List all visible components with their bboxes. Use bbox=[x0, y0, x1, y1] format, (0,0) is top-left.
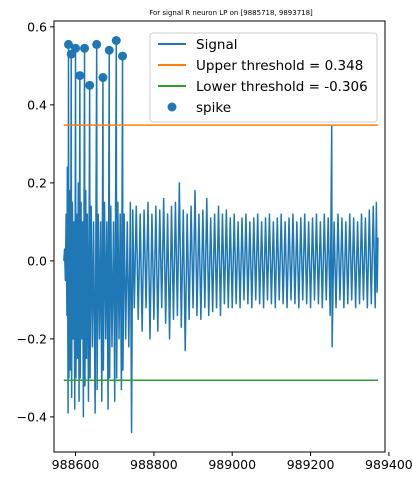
legend-spike-label: spike bbox=[196, 100, 231, 116]
plot-area bbox=[63, 36, 379, 434]
legend-signal-label: Signal bbox=[196, 37, 237, 53]
legend: Signal Upper threshold = 0.348 Lower thr… bbox=[149, 32, 378, 123]
spike-marker bbox=[80, 43, 90, 53]
spike-marker bbox=[92, 39, 102, 49]
spike-marker bbox=[75, 71, 85, 81]
spike-marker bbox=[118, 51, 128, 61]
y-tick-label: 0.6 bbox=[27, 19, 47, 34]
legend-box bbox=[149, 32, 378, 123]
spike-marker bbox=[85, 80, 95, 90]
spike-marker bbox=[98, 73, 108, 83]
spike-marker bbox=[104, 45, 114, 55]
x-tick-label: 988800 bbox=[130, 457, 178, 472]
x-tick-label: 989000 bbox=[208, 457, 256, 472]
spike-marker bbox=[63, 39, 73, 49]
y-tick-label: 0.0 bbox=[27, 253, 47, 268]
y-tick-label: −0.4 bbox=[17, 409, 47, 424]
x-tick-label: 989200 bbox=[287, 457, 335, 472]
chart-title: For signal R neuron LP on [9885718, 9893… bbox=[149, 9, 313, 17]
spike-marker bbox=[111, 36, 121, 46]
legend-upper-label: Upper threshold = 0.348 bbox=[196, 58, 363, 74]
signal-line bbox=[63, 39, 379, 434]
spike-marker bbox=[71, 43, 81, 53]
legend-spike-marker bbox=[167, 102, 177, 112]
axes: 988600 988800 989000 989200 989400 −0.4 −0.2 0.… bbox=[17, 19, 413, 472]
axes-frame bbox=[53, 20, 386, 453]
y-tick-label: 0.4 bbox=[27, 97, 47, 112]
legend-lower-label: Lower threshold = -0.306 bbox=[196, 79, 368, 95]
y-tick-label: 0.2 bbox=[27, 175, 47, 190]
x-tick-label: 988600 bbox=[52, 457, 100, 472]
y-tick-label: −0.2 bbox=[17, 331, 47, 346]
x-tick-label: 989400 bbox=[365, 457, 413, 472]
